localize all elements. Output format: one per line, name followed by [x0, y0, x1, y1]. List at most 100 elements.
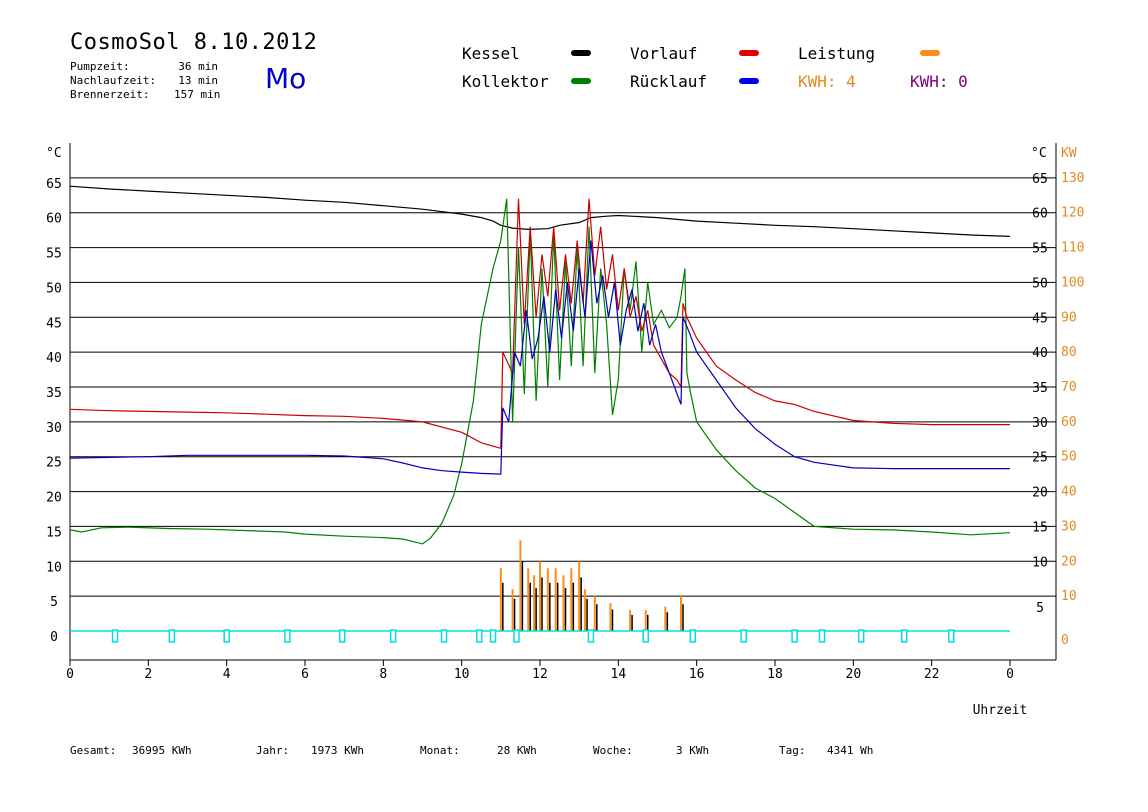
y-tick-label-right: 50 — [1032, 276, 1048, 291]
legend-vorlauf-swatch — [739, 50, 759, 56]
y-tick-label-left: 5 — [50, 595, 58, 610]
x-tick-label: 12 — [532, 667, 548, 682]
chart-axes — [69, 143, 1057, 666]
y-tick-label-left: 15 — [46, 525, 62, 540]
y-tick-label-left: 40 — [46, 351, 62, 366]
y-tick-label-right: 20 — [1032, 486, 1048, 501]
y-tick-label-left: 50 — [46, 281, 62, 296]
pump-marker — [284, 629, 291, 643]
y-tick-label-right: 40 — [1032, 346, 1048, 361]
y-tick-label-kw: 40 — [1061, 485, 1077, 500]
footer-tag-value: 4341 Wh — [827, 744, 874, 757]
x-tick-label: 16 — [689, 667, 705, 682]
footer-jahr-value: 1973 KWh — [311, 744, 364, 757]
y-tick-label-kw: 80 — [1061, 345, 1077, 360]
stat-value: 157 min — [174, 88, 221, 101]
legend-ruecklauf-swatch — [739, 78, 759, 84]
y-tick-label-left: 65 — [46, 177, 62, 192]
x-tick-label: 22 — [924, 667, 940, 682]
pump-marker — [476, 629, 483, 643]
pump-marker — [111, 629, 119, 643]
pump-marker — [168, 629, 176, 643]
stat-brennerzeit: Brennerzeit: 157 min — [70, 88, 220, 101]
tick-labels: 0 2 4 6 8 10 12 14 16 18 20 22 0Uhrzeit°C65605550454… — [46, 146, 1084, 718]
x-axis-title: Uhrzeit — [973, 703, 1028, 718]
y-tick-label-left: 0 — [50, 630, 58, 645]
y-tick-label-right: 45 — [1032, 311, 1048, 326]
pump-marker — [740, 629, 747, 643]
y-tick-label-kw: 10 — [1061, 589, 1077, 604]
pump-marker — [223, 629, 230, 643]
legend-leistung-swatch — [920, 50, 940, 56]
stat-value: 36 min — [178, 60, 218, 73]
y-tick-label-right: 10 — [1032, 555, 1048, 570]
legend-kessel-label: Kessel — [462, 44, 520, 63]
pump-marker — [642, 629, 649, 643]
x-tick-label: 20 — [846, 667, 862, 682]
footer-jahr-label: Jahr: — [256, 744, 290, 757]
pump-marker — [857, 629, 865, 643]
series-lines — [69, 185, 1011, 545]
footer-monat-value: 28 KWh — [497, 744, 537, 757]
pump-markers — [70, 629, 1010, 643]
legend-kwh-other: KWH: 0 — [910, 72, 968, 91]
legend-kessel-swatch — [571, 50, 591, 56]
stat-value: 13 min — [178, 74, 218, 87]
x-tick-label: 18 — [767, 667, 783, 682]
y-tick-label-left: 20 — [46, 491, 62, 506]
series-ruecklauf — [69, 240, 1010, 475]
y-tick-label-left: 10 — [46, 560, 62, 575]
x-tick-label: 6 — [301, 667, 309, 682]
y-tick-label-left: 55 — [46, 247, 62, 262]
stat-label: Nachlaufzeit: — [70, 74, 157, 87]
stat-pumpzeit: Pumpzeit: 36 min — [70, 60, 218, 73]
footer-woche-value: 3 KWh — [676, 744, 710, 757]
x-tick-label: 0 — [66, 667, 74, 682]
x-tick-label: 4 — [223, 667, 231, 682]
y-tick-label-kw: 130 — [1061, 171, 1084, 186]
pump-marker — [513, 629, 520, 643]
x-tick-label: 2 — [144, 667, 152, 682]
y-tick-label-right: 25 — [1032, 451, 1048, 466]
leistung-bars — [499, 540, 684, 631]
footer-monat-label: Monat: — [420, 744, 460, 757]
y-tick-label-kw: 20 — [1061, 554, 1077, 569]
y-tick-label-kw: 110 — [1061, 241, 1084, 256]
pump-marker — [587, 629, 595, 643]
x-tick-label: 10 — [454, 667, 470, 682]
y-tick-label-kw: 50 — [1061, 450, 1077, 465]
stat-label: Brennerzeit: — [70, 88, 150, 101]
y-axis-unit-left: °C — [46, 146, 62, 161]
pump-marker — [440, 629, 448, 643]
y-tick-label-left: 30 — [46, 421, 62, 436]
y-tick-label-right: 35 — [1032, 381, 1048, 396]
weekday-label: Mo — [265, 62, 307, 95]
footer-gesamt-value: 36995 KWh — [132, 744, 192, 757]
y-tick-label-left: 60 — [46, 212, 62, 227]
pump-marker — [338, 629, 346, 643]
y-tick-label-kw: 90 — [1061, 310, 1077, 325]
legend-leistung-label: Leistung — [798, 44, 876, 63]
stat-label: Pumpzeit: — [70, 60, 130, 73]
footer-gesamt-label: Gesamt: — [70, 744, 117, 757]
y-tick-label-kw: 70 — [1061, 380, 1077, 395]
y-tick-label-left: 35 — [46, 386, 62, 401]
pump-marker — [948, 629, 955, 643]
pump-marker — [791, 629, 798, 643]
pump-marker — [489, 629, 497, 643]
pump-marker — [901, 629, 908, 643]
y-tick-label-kw: 0 — [1061, 633, 1069, 648]
y-tick-label-left: 25 — [46, 456, 62, 471]
series-kollektor — [69, 198, 1011, 545]
chart-grid — [70, 177, 1056, 597]
x-tick-label: 14 — [611, 667, 627, 682]
legend-kollektor-label: Kollektor — [462, 72, 549, 91]
y-tick-label-left: 45 — [46, 316, 62, 331]
y-tick-label-right: 60 — [1032, 207, 1048, 222]
pump-marker — [689, 629, 696, 643]
y-tick-label-right: 55 — [1032, 242, 1048, 257]
stat-nachlaufzeit: Nachlaufzeit: 13 min — [70, 74, 218, 87]
series-vorlauf — [69, 198, 1010, 450]
y-tick-label-right: 15 — [1032, 520, 1048, 535]
